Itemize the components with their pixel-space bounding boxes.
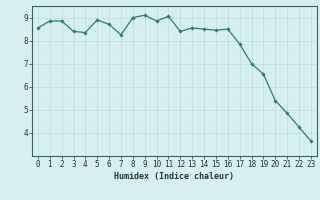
X-axis label: Humidex (Indice chaleur): Humidex (Indice chaleur) xyxy=(115,172,234,181)
